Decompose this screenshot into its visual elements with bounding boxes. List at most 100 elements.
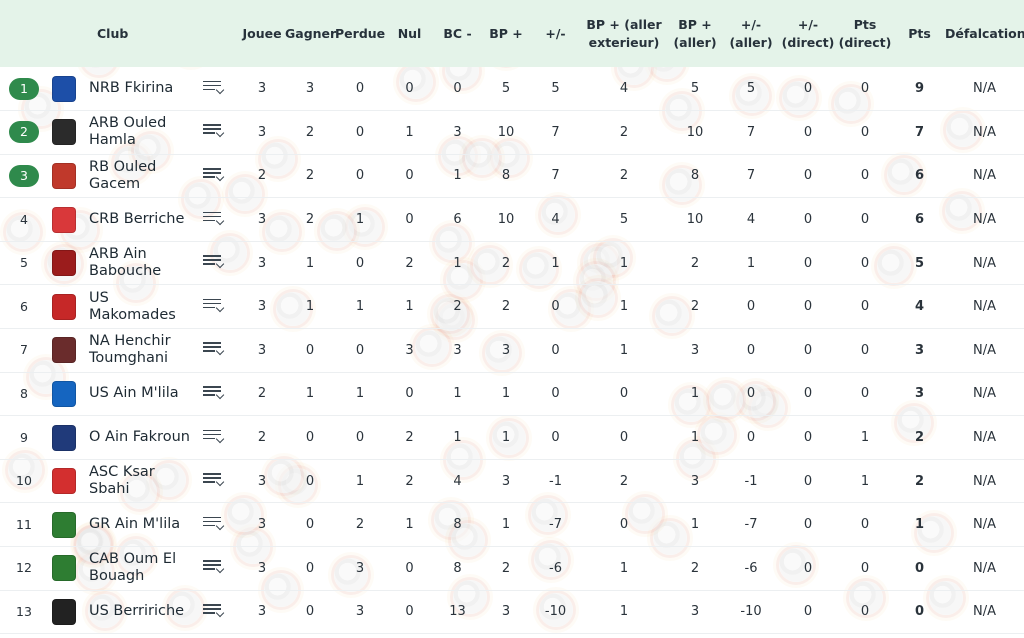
header-diff-aller[interactable]: +/- (aller) (729, 16, 773, 50)
header-pts-direct[interactable]: Pts (direct) (838, 16, 892, 50)
header-club[interactable]: Club (97, 25, 129, 41)
cell-bc: 0 (453, 81, 462, 97)
menu-cell[interactable] (203, 329, 239, 373)
cell-def: N/A (973, 473, 997, 489)
club-cell[interactable]: GR Ain M'lila (48, 503, 203, 547)
club-name[interactable]: US Ain M'lila (89, 385, 179, 402)
table-row[interactable]: 2 ARB Ouled Hamla 3 2 0 1 3 10 7 2 10 7 0 0 7 N/A (0, 111, 1024, 155)
club-name[interactable]: ASC Ksar Sbahi (89, 464, 155, 498)
header-defalcation[interactable]: Défalcation (945, 25, 1024, 41)
menu-cell[interactable] (203, 459, 239, 503)
menu-cell[interactable] (203, 67, 239, 111)
header-bp-aller[interactable]: BP + (aller) (673, 16, 717, 50)
menu-cell[interactable] (203, 154, 239, 198)
header-bp[interactable]: BP + (489, 25, 523, 41)
details-menu-icon[interactable] (203, 472, 225, 487)
cell-da: -6 (744, 560, 758, 576)
club-cell[interactable]: ARB Ain Babouche (48, 241, 203, 285)
club-cell[interactable]: CAB Oum El Bouagh (48, 547, 203, 591)
cell-bc: 1 (453, 386, 462, 402)
menu-cell[interactable] (203, 416, 239, 460)
cell-g: 0 (305, 604, 315, 620)
details-menu-icon[interactable] (203, 123, 225, 138)
details-menu-icon[interactable] (203, 603, 225, 618)
table-row[interactable]: 10 ASC Ksar Sbahi 3 0 1 2 4 3 -1 2 3 -1 0 1 2 N/A (0, 459, 1024, 503)
table-row[interactable]: 11 GR Ain M'lila 3 0 2 1 8 1 -7 0 1 -7 0 0 1 N/A (0, 503, 1024, 547)
cell-n: 1 (405, 124, 414, 140)
cell-da: 0 (746, 342, 756, 358)
club-name[interactable]: O Ain Fakroun (89, 429, 190, 446)
header-bc[interactable]: BC - (443, 25, 472, 41)
cell-g: 2 (305, 124, 315, 140)
table-row[interactable]: 12 CAB Oum El Bouagh 3 0 3 0 8 2 -6 1 2 -6 0 0 0 N/A (0, 547, 1024, 591)
details-menu-icon[interactable] (203, 341, 225, 356)
cell-pts: 0 (914, 604, 925, 620)
club-cell[interactable]: O Ain Fakroun (48, 416, 203, 460)
table-row[interactable]: 9 O Ain Fakroun 2 0 0 2 1 1 0 0 1 0 0 1 2 N/A (0, 416, 1024, 460)
club-cell[interactable]: NA Henchir Toumghani (48, 329, 203, 373)
cell-n: 0 (405, 81, 414, 97)
club-cell[interactable]: CRB Berriche (48, 198, 203, 242)
menu-cell[interactable] (203, 241, 239, 285)
club-logo-icon (52, 511, 76, 538)
cell-bc: 3 (453, 342, 462, 358)
club-cell[interactable]: US Makomades (48, 285, 203, 329)
cell-da: 0 (746, 386, 756, 402)
club-cell[interactable]: NRB Fkirina (48, 67, 203, 111)
table-row[interactable]: 13 US Berririche 3 0 3 0 13 3 -10 1 3 -10 0 0 0 N/A (0, 590, 1024, 634)
club-name[interactable]: US Berririche (89, 603, 185, 620)
club-name[interactable]: NA Henchir Toumghani (89, 333, 171, 367)
cell-pts: 9 (914, 81, 925, 97)
club-name[interactable]: CRB Berriche (89, 211, 185, 228)
table-row[interactable]: 4 CRB Berriche 3 2 1 0 6 10 4 5 10 4 0 0 6 N/A (0, 198, 1024, 242)
menu-cell[interactable] (203, 198, 239, 242)
table-row[interactable]: 8 US Ain M'lila 2 1 1 0 1 1 0 0 1 0 0 0 3 N/A (0, 372, 1024, 416)
header-diff-direct[interactable]: +/- (direct) (781, 16, 835, 50)
club-cell[interactable]: US Ain M'lila (48, 372, 203, 416)
header-diff[interactable]: +/- (545, 25, 566, 41)
rank-badge: 3 (9, 164, 39, 187)
club-name[interactable]: US Makomades (89, 289, 176, 323)
club-name[interactable]: RB Ouled Gacem (89, 158, 157, 192)
cell-ptsd: 0 (860, 560, 870, 576)
table-row[interactable]: 5 ARB Ain Babouche 3 1 0 2 1 2 1 1 2 1 0 0 5 N/A (0, 241, 1024, 285)
details-menu-icon[interactable] (203, 298, 225, 313)
details-menu-icon[interactable] (203, 254, 225, 269)
details-menu-icon[interactable] (203, 559, 225, 574)
club-name[interactable]: NRB Fkirina (89, 80, 174, 97)
club-cell[interactable]: ARB Ouled Hamla (48, 111, 203, 155)
menu-cell[interactable] (203, 285, 239, 329)
header-nul[interactable]: Nul (397, 25, 422, 41)
header-perdue[interactable]: Perdue (335, 25, 386, 41)
club-name[interactable]: ARB Ain Babouche (89, 246, 162, 280)
rank-badge: 9 (20, 429, 28, 445)
table-row[interactable]: 6 US Makomades 3 1 1 1 2 2 0 1 2 0 0 0 4 N/A (0, 285, 1024, 329)
table-row[interactable]: 7 NA Henchir Toumghani 3 0 0 3 3 3 0 1 3 0 0 0 3 N/A (0, 329, 1024, 373)
menu-cell[interactable] (203, 372, 239, 416)
header-pts[interactable]: Pts (908, 25, 931, 41)
details-menu-icon[interactable] (203, 167, 225, 182)
club-name[interactable]: GR Ain M'lila (89, 516, 181, 533)
header-bp-ext[interactable]: BP + (aller exterieur) (586, 16, 662, 50)
club-cell[interactable]: RB Ouled Gacem (48, 154, 203, 198)
cell-def: N/A (973, 255, 997, 271)
details-menu-icon[interactable] (203, 385, 225, 400)
menu-cell[interactable] (203, 111, 239, 155)
header-joue[interactable]: Jouee (242, 25, 282, 41)
details-menu-icon[interactable] (203, 80, 225, 94)
club-name[interactable]: CAB Oum El Bouagh (89, 551, 177, 585)
details-menu-icon[interactable] (203, 429, 225, 443)
menu-cell[interactable] (203, 547, 239, 591)
table-row[interactable]: 3 RB Ouled Gacem 2 2 0 0 1 8 7 2 8 7 0 0 6 N/A (0, 154, 1024, 198)
club-cell[interactable]: ASC Ksar Sbahi (48, 459, 203, 503)
club-cell[interactable]: US Berririche (48, 590, 203, 634)
club-logo-icon (52, 250, 76, 277)
details-menu-icon[interactable] (203, 211, 225, 225)
table-row[interactable]: 1 NRB Fkirina 3 3 0 0 0 5 5 4 5 5 0 0 9 N/A (0, 67, 1024, 111)
club-name[interactable]: ARB Ouled Hamla (89, 115, 167, 149)
menu-cell[interactable] (203, 590, 239, 634)
cell-n: 0 (405, 560, 414, 576)
header-gagner[interactable]: Gagner (285, 25, 337, 41)
menu-cell[interactable] (203, 503, 239, 547)
details-menu-icon[interactable] (203, 516, 225, 530)
